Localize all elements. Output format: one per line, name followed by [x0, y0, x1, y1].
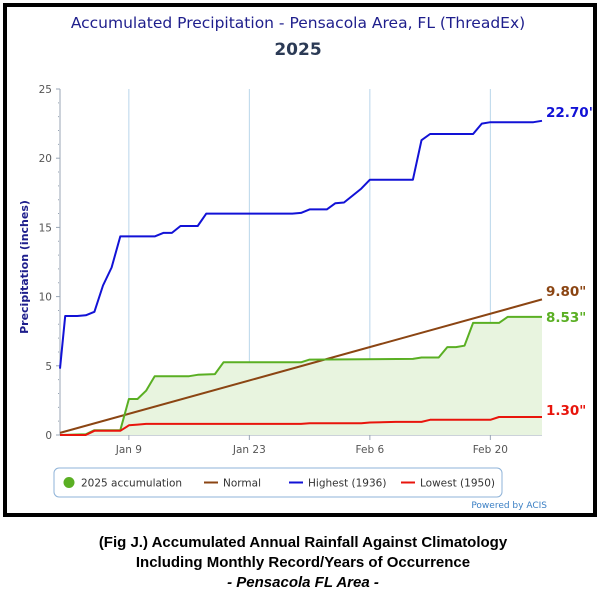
x-tick-label: Feb 20 [473, 444, 508, 456]
y-tick-label: 25 [39, 84, 52, 96]
chart-frame: Accumulated Precipitation - Pensacola Ar… [3, 3, 597, 517]
caption-line-1: (Fig J.) Accumulated Annual Rainfall Aga… [98, 534, 508, 551]
figure-caption: (Fig J.) Accumulated Annual Rainfall Aga… [0, 533, 606, 593]
y-tick-label: 20 [39, 153, 52, 165]
caption-line-2: Including Monthly Record/Years of Occurr… [135, 554, 471, 571]
chart: Accumulated Precipitation - Pensacola Ar… [18, 14, 593, 511]
acis-credit: Powered by ACIS [471, 501, 547, 511]
legend-label-normal[interactable]: Normal [223, 478, 261, 490]
series-line-normal [59, 298, 543, 434]
series-line-highest-1936 [59, 119, 543, 369]
y-tick-label: 15 [39, 222, 52, 234]
chart-subtitle: 2025 [274, 40, 321, 60]
series-area-2025-accumulation [60, 316, 542, 435]
legend-swatch-2025-accumulation [63, 477, 75, 488]
x-tick-label: Jan 23 [232, 444, 266, 456]
x-tick-label: Jan 9 [115, 444, 142, 456]
x-tick-label: Feb 6 [356, 444, 385, 456]
y-axis-label: Precipitation (inches) [18, 200, 31, 334]
end-label-lowest-1950: 1.30" [546, 403, 586, 419]
y-tick-label: 0 [45, 430, 52, 442]
y-tick-label: 10 [39, 292, 52, 304]
y-tick-label: 5 [45, 361, 52, 373]
caption-line-3: - Pensacola FL Area - [227, 574, 379, 591]
end-label-normal: 9.80" [546, 284, 586, 300]
legend-label-highest-1936[interactable]: Highest (1936) [308, 478, 386, 490]
series-line-lowest-1950 [60, 416, 542, 436]
chart-title: Accumulated Precipitation - Pensacola Ar… [71, 14, 525, 32]
end-label-2025-accumulation: 8.53" [546, 310, 586, 326]
legend-box [53, 467, 503, 498]
end-label-highest-1936: 22.70" [546, 105, 593, 121]
legend-label-2025-accumulation[interactable]: 2025 accumulation [81, 478, 182, 490]
legend-label-lowest-1950[interactable]: Lowest (1950) [420, 478, 495, 490]
